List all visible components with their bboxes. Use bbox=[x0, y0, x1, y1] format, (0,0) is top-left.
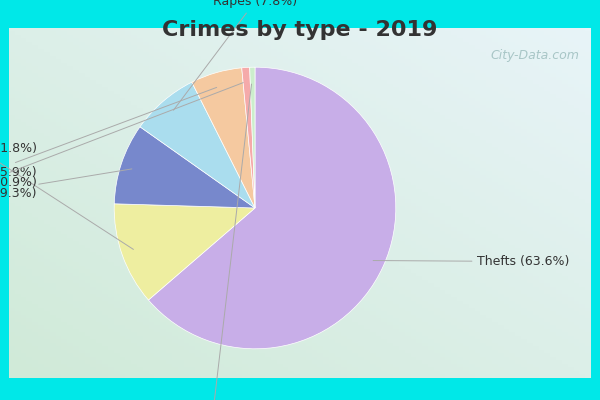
Text: Burglaries (11.8%): Burglaries (11.8%) bbox=[0, 142, 133, 250]
Wedge shape bbox=[148, 67, 396, 349]
Wedge shape bbox=[250, 67, 255, 208]
Text: Auto thefts (9.3%): Auto thefts (9.3%) bbox=[0, 169, 132, 200]
Wedge shape bbox=[140, 82, 255, 208]
Text: Crimes by type - 2019: Crimes by type - 2019 bbox=[163, 20, 437, 40]
Text: Arson (0.6%): Arson (0.6%) bbox=[172, 84, 253, 400]
Wedge shape bbox=[114, 127, 255, 208]
Text: City-Data.com: City-Data.com bbox=[490, 49, 580, 62]
Wedge shape bbox=[192, 68, 255, 208]
Text: Robberies (0.9%): Robberies (0.9%) bbox=[0, 83, 243, 189]
Wedge shape bbox=[114, 204, 255, 300]
Wedge shape bbox=[242, 67, 255, 208]
Text: Assaults (5.9%): Assaults (5.9%) bbox=[0, 87, 217, 179]
Text: Rapes (7.8%): Rapes (7.8%) bbox=[173, 0, 297, 110]
Text: Thefts (63.6%): Thefts (63.6%) bbox=[373, 255, 570, 268]
